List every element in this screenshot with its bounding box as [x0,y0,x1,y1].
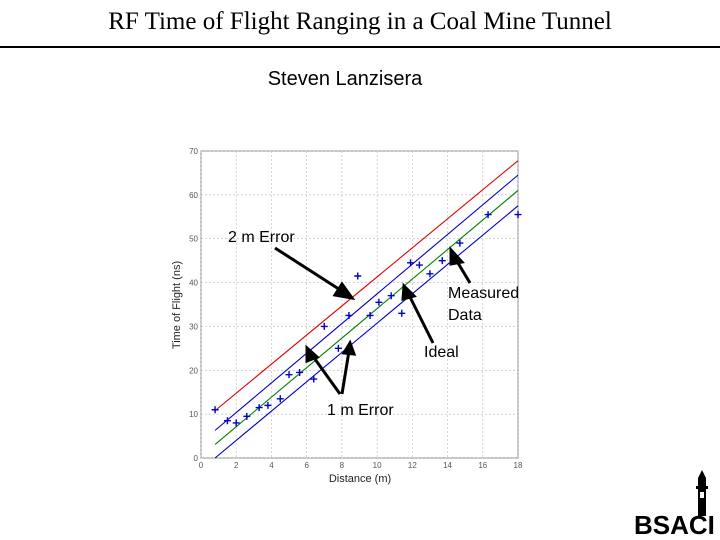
campanile-icon [696,470,708,516]
arrow-1m-error-left-head [305,344,320,364]
annotation-data: Data [448,307,482,324]
annotation-1m-error: 1 m Error [327,402,394,419]
y-axis-label: Time of Flight (ns) [171,261,183,349]
data-point [366,311,374,319]
data-point [514,211,522,219]
data-point [255,404,263,412]
data-point [264,401,272,409]
x-tick-label: 2 [234,461,239,470]
data-point [456,239,464,247]
data-point [320,322,328,330]
x-tick-label: 8 [340,461,345,470]
arrow-1m-error-right-head [341,339,357,356]
logo-text: BSACI [634,510,715,538]
data-point [243,412,251,420]
arrow-ideal-head [401,282,417,302]
data-point [426,270,434,278]
data-point [334,344,342,352]
title-divider [0,46,720,48]
data-point [285,371,293,379]
data-point [407,259,415,267]
x-tick-label: 18 [514,461,523,470]
y-tick-label: 0 [194,454,199,463]
x-tick-label: 16 [478,461,487,470]
reference-line-2 [214,190,519,445]
y-tick-label: 50 [189,235,198,244]
y-tick-label: 60 [189,191,198,200]
data-point [345,311,353,319]
x-tick-label: 10 [373,461,382,470]
x-tick-label: 4 [269,461,274,470]
arrow-2m-error [274,246,346,295]
x-tick-label: 14 [443,461,452,470]
data-point [232,419,240,427]
y-tick-label: 40 [189,279,198,288]
data-point [310,375,318,383]
x-tick-label: 12 [408,461,417,470]
measured-points [211,211,522,427]
arrow-ideal [406,292,435,344]
y-tick-label: 70 [189,147,198,156]
axis-ticks: 0 2 4 6 8 10 12 14 16 18 0 10 20 30 40 50 60 70 [189,147,523,470]
data-point [415,261,423,269]
bsaci-logo: BSACI [634,470,715,538]
annotation-2m-error: 2 m Error [228,229,295,246]
arrow-1m-error-right [340,350,351,395]
data-point [223,417,231,425]
x-tick-label: 6 [304,461,309,470]
y-tick-label: 10 [189,410,198,419]
data-point [484,211,492,219]
data-point [296,368,304,376]
annotation-measured: Measured [448,285,519,302]
reference-line-3 [214,205,519,459]
reference-line-0 [214,160,519,412]
data-point [354,272,362,280]
arrow-2m-error-head [332,281,356,301]
x-axis-label: Distance (m) [329,473,391,485]
data-point [211,406,219,414]
plot-area [200,150,519,459]
arrow-1m-error-left [310,354,342,395]
slide-title: RF Time of Flight Ranging in a Coal Mine… [108,8,612,35]
data-point [398,309,406,317]
annotation-arrows [274,246,472,395]
data-point [438,257,446,265]
y-tick-label: 30 [189,322,198,331]
reference-lines [214,160,519,459]
data-point [276,395,284,403]
grid [200,150,519,459]
author-name: Steven Lanzisera [267,68,423,90]
y-tick-label: 20 [189,366,198,375]
reference-line-1 [214,174,519,431]
x-tick-label: 0 [199,461,204,470]
data-point [375,298,383,306]
arrow-measured-data-head [449,246,465,266]
annotation-ideal: Ideal [424,344,459,361]
data-point [387,292,395,300]
